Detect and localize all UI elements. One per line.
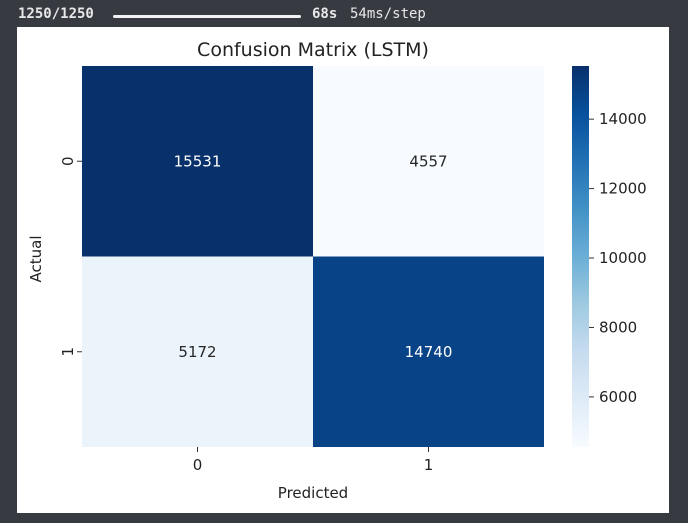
y-axis-label: Actual xyxy=(27,236,45,283)
progress-step-rate: 54ms/step xyxy=(350,6,426,22)
heatmap-cell-0-1 xyxy=(313,66,544,257)
progress-steps: 1250/1250 xyxy=(18,6,94,22)
progress-bar-fill xyxy=(113,15,301,18)
cell-value-label-1-0: 5172 xyxy=(178,343,216,361)
colorbar-tick-label-12000: 12000 xyxy=(599,180,647,198)
colorbar-tick-label-6000: 6000 xyxy=(599,388,637,406)
y-tick-label-0: 0 xyxy=(59,156,77,166)
colorbar xyxy=(572,66,589,447)
heatmap-cell-1-0 xyxy=(82,256,313,447)
cell-value-label-0-1: 4557 xyxy=(409,152,447,170)
cell-value-label-1-1: 14740 xyxy=(405,343,453,361)
colorbar-tick-label-10000: 10000 xyxy=(599,249,647,267)
cell-value-label-0-0: 15531 xyxy=(174,152,222,170)
progress-bar xyxy=(113,15,301,18)
x-tick-label-1: 1 xyxy=(424,456,434,474)
heatmap-cell-1-1 xyxy=(313,256,544,447)
colorbar-tick-label-14000: 14000 xyxy=(599,110,647,128)
x-tick-label-0: 0 xyxy=(193,456,203,474)
heatmap-cell-0-0 xyxy=(82,66,313,257)
progress-elapsed-time: 68s xyxy=(312,6,338,22)
y-tick-label-1: 1 xyxy=(59,347,77,357)
x-axis-label: Predicted xyxy=(278,484,348,502)
chart-title: Confusion Matrix (LSTM) xyxy=(197,39,429,61)
confusion-matrix-chart: Confusion Matrix (LSTM) 15531 4557 5172 147… xyxy=(27,39,647,502)
training-progress-line: 1250/1250 68s 54ms/step xyxy=(0,0,688,30)
colorbar-tick-label-8000: 8000 xyxy=(599,318,637,336)
figure-output-panel: Confusion Matrix (LSTM) 15531 4557 5172 147… xyxy=(17,27,669,513)
